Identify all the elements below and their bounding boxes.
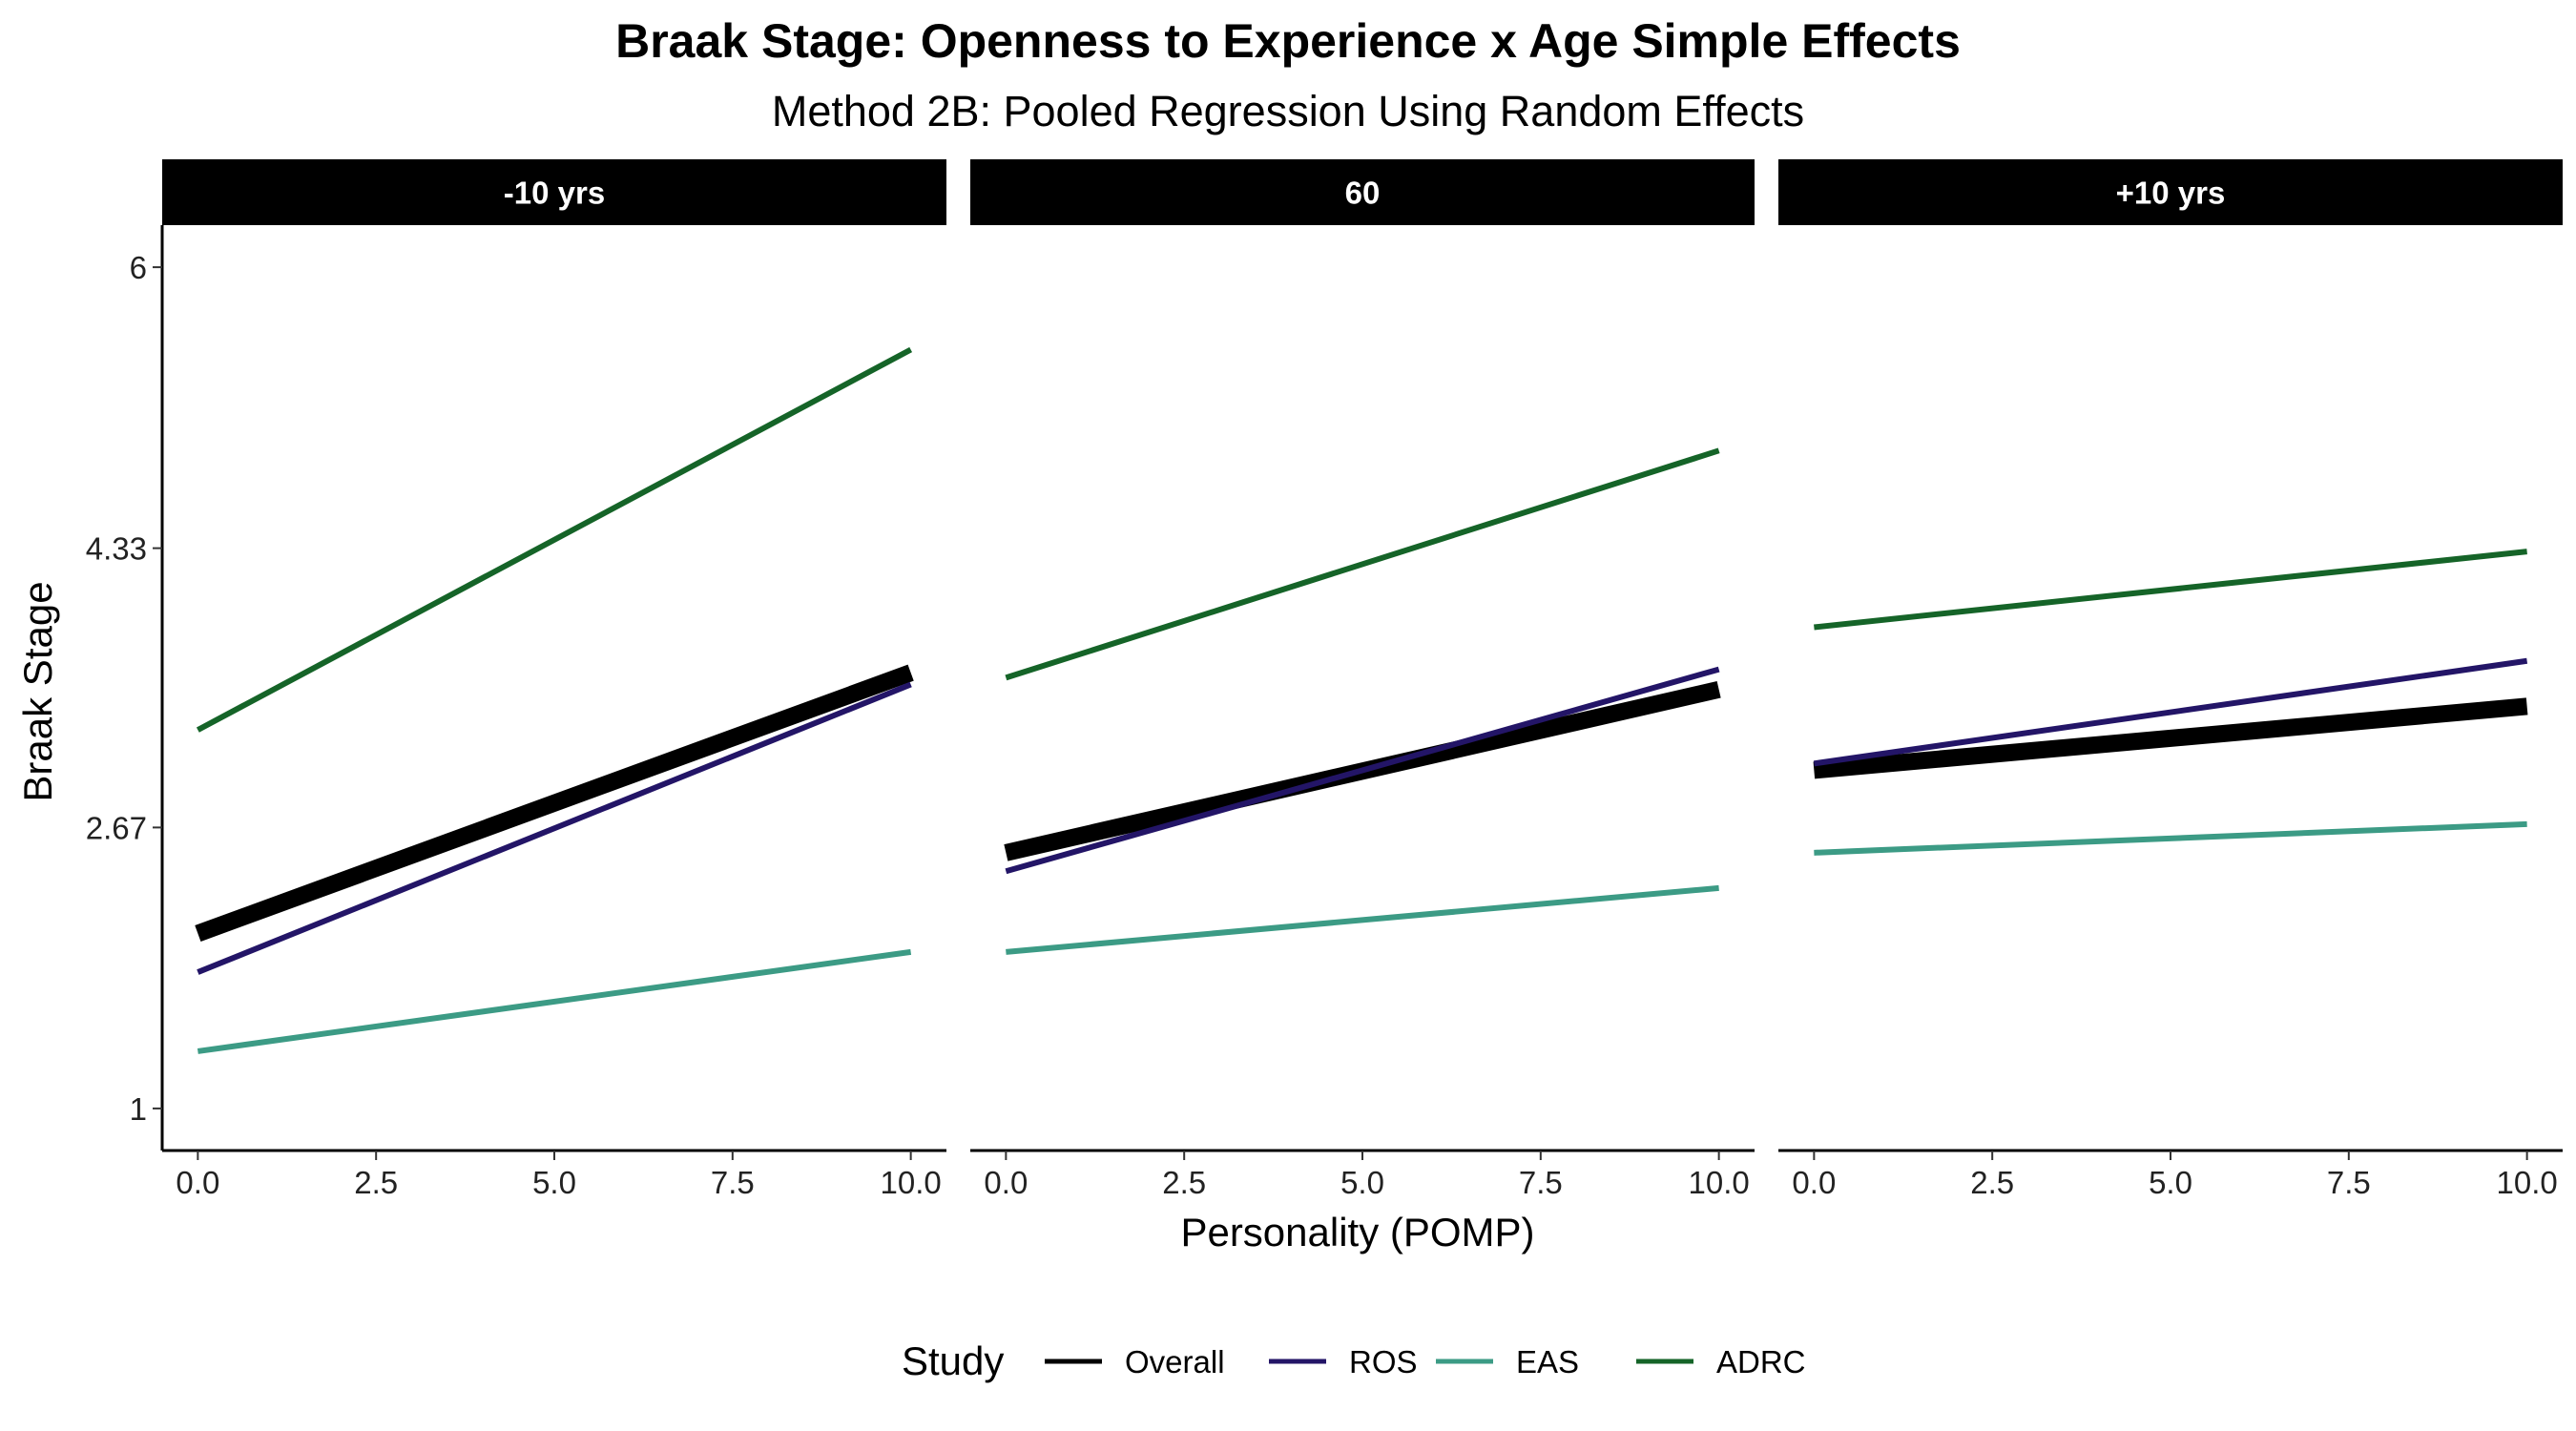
series-line-ros xyxy=(197,681,912,975)
x-tick-label: 10.0 xyxy=(881,1165,942,1200)
x-tick-label: 10.0 xyxy=(1689,1165,1750,1200)
legend-label-adrc: ADRC xyxy=(1716,1344,1806,1379)
x-tick-label: 7.5 xyxy=(2327,1165,2371,1200)
series-line-overall xyxy=(195,664,914,942)
x-tick-label: 5.0 xyxy=(1340,1165,1384,1200)
series-line-ros xyxy=(1005,666,1720,875)
facet-strip-label: -10 yrs xyxy=(504,176,605,211)
chart-title: Braak Stage: Openness to Experience x Ag… xyxy=(615,14,1961,68)
x-tick-label: 2.5 xyxy=(1970,1165,2014,1200)
series-line-eas xyxy=(197,948,912,1054)
facet-strip xyxy=(970,159,1755,225)
y-axis-title: Braak Stage xyxy=(15,581,60,801)
series-line-eas xyxy=(1814,820,2527,856)
x-tick-label: 7.5 xyxy=(711,1165,755,1200)
x-axis-title: Personality (POMP) xyxy=(1180,1210,1534,1255)
facet-panel: 60 0.0 2.5 5.0 7.5 10.0 xyxy=(970,159,1755,1200)
facet-strip-label: 60 xyxy=(1345,176,1381,211)
facet-panel: -10 yrs 0.0 2.5 5.0 7.5 10.0 1 2.67 4.33 6 xyxy=(86,159,946,1200)
facet-panel: +10 yrs 0.0 2.5 5.0 7.5 10.0 xyxy=(1778,159,2563,1200)
series-line-adrc xyxy=(1814,549,2527,631)
legend-title: Study xyxy=(902,1338,1004,1383)
y-tick-label: 1 xyxy=(130,1091,147,1127)
x-tick-label: 0.0 xyxy=(1792,1165,1836,1200)
legend-label-ros: ROS xyxy=(1349,1344,1418,1379)
x-tick-label: 5.0 xyxy=(2149,1165,2192,1200)
x-tick-label: 5.0 xyxy=(532,1165,576,1200)
series-line-eas xyxy=(1006,884,1719,955)
x-tick-label: 10.0 xyxy=(2497,1165,2558,1200)
facet-strip xyxy=(162,159,946,225)
facet-strip xyxy=(1778,159,2563,225)
facet-strip-label: +10 yrs xyxy=(2116,176,2226,211)
facet-panels: -10 yrs 0.0 2.5 5.0 7.5 10.0 1 2.67 4.33 6 60 0.0 2.… xyxy=(86,159,2563,1200)
series-line-overall xyxy=(1813,697,2528,779)
y-tick-label: 4.33 xyxy=(86,531,147,567)
legend-label-eas: EAS xyxy=(1516,1344,1579,1379)
x-tick-label: 0.0 xyxy=(984,1165,1028,1200)
x-tick-label: 2.5 xyxy=(1162,1165,1206,1200)
x-tick-label: 2.5 xyxy=(354,1165,398,1200)
legend-label-overall: Overall xyxy=(1125,1344,1225,1379)
x-tick-label: 7.5 xyxy=(1519,1165,1563,1200)
y-tick-label: 6 xyxy=(130,250,147,285)
series-line-ros xyxy=(1813,657,2528,767)
series-line-adrc xyxy=(196,346,913,733)
y-tick-label: 2.67 xyxy=(86,810,147,845)
legend: Study Overall ROS EAS ADRC xyxy=(902,1338,1806,1383)
chart-subtitle: Method 2B: Pooled Regression Using Rando… xyxy=(772,87,1804,135)
x-tick-label: 0.0 xyxy=(176,1165,219,1200)
series-line-adrc xyxy=(1005,447,1720,681)
